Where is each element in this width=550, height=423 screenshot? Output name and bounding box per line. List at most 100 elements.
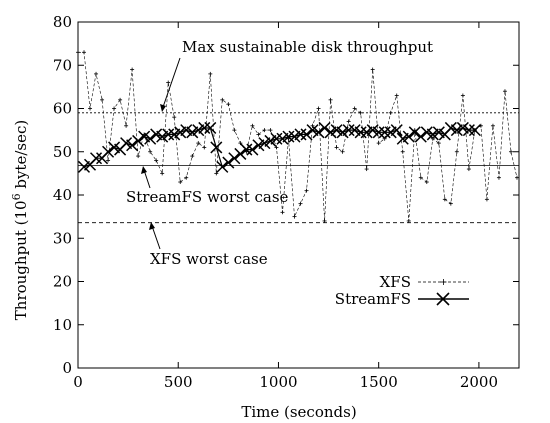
data-point-xfs <box>334 145 339 150</box>
series-layer <box>76 50 519 223</box>
data-point-xfs <box>328 97 333 102</box>
legend-marker-xfs <box>440 279 447 285</box>
data-point-streamfs <box>216 160 229 173</box>
data-point-xfs <box>292 214 297 219</box>
data-point-streamfs <box>144 132 157 145</box>
data-point-xfs <box>220 97 225 102</box>
data-point-xfs <box>400 149 405 154</box>
x-tick-label: 1500 <box>360 373 398 391</box>
data-point-streamfs <box>204 121 217 134</box>
y-tick-label: 20 <box>53 273 72 291</box>
annotation-xfs-arrow <box>151 225 161 250</box>
data-point-xfs <box>124 123 129 128</box>
data-point-streamfs <box>300 128 313 141</box>
data-point-xfs <box>166 80 171 85</box>
x-tick-label: 2000 <box>460 373 498 391</box>
legend-label-xfs: XFS <box>380 273 411 291</box>
data-point-streamfs <box>390 124 403 137</box>
y-tick-label: 80 <box>53 13 72 31</box>
data-point-xfs <box>448 201 453 206</box>
reference-lines <box>78 112 519 224</box>
data-point-xfs <box>88 106 93 111</box>
annotation-xfs-worst: XFS worst case <box>150 250 268 268</box>
annotation-streamfs-arrow <box>143 169 151 189</box>
data-point-xfs <box>310 123 315 128</box>
annotation-streamfs-worst: StreamFS worst case <box>126 188 289 206</box>
data-point-xfs <box>196 141 201 146</box>
data-point-xfs <box>256 132 261 137</box>
data-point-xfs <box>106 158 111 163</box>
data-point-xfs <box>280 210 285 215</box>
data-point-xfs <box>184 175 189 180</box>
data-point-streamfs <box>372 126 385 139</box>
x-axis-label: Time (seconds) <box>241 403 356 421</box>
annotation-xfs-arrowhead <box>149 222 155 230</box>
data-point-xfs <box>274 145 279 150</box>
y-tick-label: 70 <box>53 56 72 74</box>
legend-label-streamfs: StreamFS <box>335 290 411 308</box>
data-point-xfs <box>346 119 351 124</box>
data-point-streamfs <box>132 134 145 147</box>
data-point-xfs <box>136 154 141 159</box>
data-point-streamfs <box>102 145 115 158</box>
data-point-xfs <box>484 197 489 202</box>
y-axis-label: Throughput (106 byte/sec) <box>10 120 30 320</box>
annotation-max-throughput: Max sustainable disk throughput <box>182 38 433 56</box>
data-point-xfs <box>430 136 435 141</box>
data-point-xfs <box>502 89 507 94</box>
data-point-xfs <box>316 106 321 111</box>
data-point-streamfs <box>354 126 367 139</box>
x-tick-label: 500 <box>164 373 193 391</box>
data-point-xfs <box>466 167 471 172</box>
data-point-streamfs <box>228 152 241 165</box>
data-point-xfs <box>406 218 411 223</box>
annotation-max-arrow <box>161 57 181 111</box>
data-point-streamfs <box>312 126 325 139</box>
x-tick-label: 0 <box>73 373 83 391</box>
data-point-xfs <box>112 106 117 111</box>
data-point-xfs <box>178 180 183 185</box>
data-point-streamfs <box>240 143 253 156</box>
data-point-xfs <box>436 141 441 146</box>
data-point-streamfs <box>402 130 415 143</box>
series-line-xfs <box>78 51 518 222</box>
data-point-streamfs <box>318 121 331 134</box>
data-point-xfs <box>340 149 345 154</box>
data-point-streamfs <box>408 126 421 139</box>
data-point-streamfs <box>90 152 103 165</box>
data-point-xfs <box>388 110 393 115</box>
data-point-streamfs <box>342 124 355 137</box>
data-point-xfs <box>148 149 153 154</box>
data-point-xfs <box>214 171 219 176</box>
data-point-xfs <box>508 149 513 154</box>
axis-ticks: 0 500 1000 1500 2000 0 10 20 30 40 50 60 70 80 <box>53 13 519 391</box>
data-point-streamfs <box>198 121 211 134</box>
data-point-xfs <box>490 123 495 128</box>
data-point-streamfs <box>414 130 427 143</box>
annotation-streamfs-arrowhead <box>141 166 147 174</box>
data-point-xfs <box>232 128 237 133</box>
y-tick-label: 10 <box>53 316 72 334</box>
y-tick-label: 40 <box>53 186 72 204</box>
data-point-streamfs <box>222 156 235 169</box>
data-point-xfs <box>424 180 429 185</box>
data-point-streamfs <box>282 130 295 143</box>
data-point-xfs <box>82 50 87 55</box>
data-point-xfs <box>172 115 177 120</box>
data-point-xfs <box>100 97 105 102</box>
data-point-streamfs <box>378 126 391 139</box>
data-point-streamfs <box>468 124 481 137</box>
data-point-xfs <box>382 136 387 141</box>
data-point-xfs <box>370 67 375 72</box>
data-point-xfs <box>460 93 465 98</box>
data-point-xfs <box>322 218 327 223</box>
data-point-streamfs <box>462 124 475 137</box>
data-point-xfs <box>160 171 165 176</box>
data-point-xfs <box>268 128 273 133</box>
annotation-max-arrowhead <box>160 104 166 112</box>
data-point-streamfs <box>234 147 247 160</box>
data-point-streamfs <box>162 128 175 141</box>
data-point-xfs <box>238 141 243 146</box>
x-tick-label: 1000 <box>259 373 297 391</box>
